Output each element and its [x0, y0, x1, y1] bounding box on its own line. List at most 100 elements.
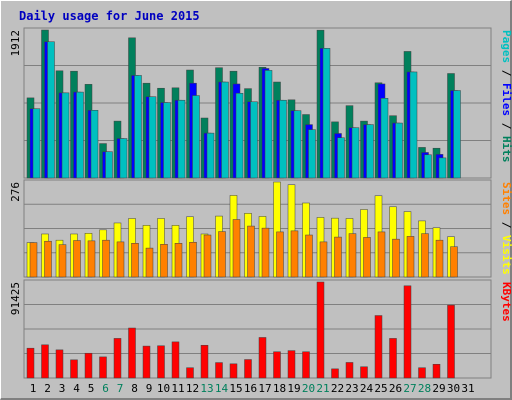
- bar-kbytes-day-14: [215, 362, 223, 379]
- bar-pages-day-24: [366, 124, 374, 179]
- bar-kbytes-day-4: [70, 359, 78, 379]
- bar-kbytes-day-5: [84, 352, 93, 379]
- bar-kbytes-day-25: [374, 315, 383, 379]
- bar-kbytes-day-16: [244, 359, 252, 379]
- bar-sites-day-13: [203, 234, 212, 278]
- bar-sites-day-16: [247, 225, 255, 278]
- chart-panels: 1912 Pages / Files / Hits 276 Sites / Visit…: [9, 27, 512, 379]
- x-tick-label-10: 10: [157, 382, 170, 395]
- bar-kbytes-day-19: [287, 350, 296, 379]
- bar-kbytes-day-13: [200, 344, 209, 379]
- bar-sites-day-10: [160, 244, 168, 278]
- bar-pages-day-10: [163, 102, 171, 179]
- bar-kbytes-day-17: [258, 337, 267, 379]
- bar-pages-day-15: [235, 92, 244, 179]
- bar-pages-day-18: [279, 99, 287, 179]
- bar-pages-day-26: [395, 122, 403, 179]
- bar-sites-day-7: [116, 241, 125, 278]
- x-tick-label-4: 4: [73, 382, 80, 395]
- bar-sites-day-22: [334, 236, 342, 278]
- bar-sites-day-23: [348, 233, 357, 278]
- bar-pages-day-7: [119, 138, 128, 179]
- x-tick-label-17: 17: [258, 382, 271, 395]
- bar-kbytes-day-28: [418, 367, 426, 379]
- x-tick-label-1: 1: [30, 382, 37, 395]
- bar-sites-day-24: [363, 237, 371, 278]
- x-tick-label-24: 24: [360, 382, 374, 395]
- y-max-label: 91425: [9, 282, 22, 315]
- right-axis-label-part: /: [500, 63, 512, 83]
- bar-pages-day-21: [322, 48, 331, 179]
- x-tick-label-27: 27: [403, 382, 416, 395]
- x-tick-label-5: 5: [88, 382, 95, 395]
- bar-kbytes-day-1: [26, 347, 35, 379]
- right-axis-label: KBytes: [500, 282, 512, 322]
- bar-pages-day-17: [264, 70, 273, 179]
- bar-sites-day-14: [218, 231, 226, 278]
- bar-pages-day-27: [409, 71, 418, 179]
- bar-pages-day-6: [105, 151, 113, 179]
- bar-kbytes-day-9: [142, 345, 151, 379]
- bar-sites-day-11: [174, 243, 183, 278]
- bar-pages-day-11: [177, 99, 186, 179]
- bar-pages-day-23: [351, 127, 360, 179]
- bar-sites-day-28: [421, 233, 429, 278]
- bar-kbytes-day-21: [316, 281, 325, 379]
- bar-pages-day-5: [90, 110, 99, 179]
- bar-pages-day-16: [250, 101, 258, 179]
- x-tick-label-3: 3: [59, 382, 66, 395]
- bar-pages-day-25: [380, 98, 389, 179]
- bar-pages-day-30: [453, 90, 461, 179]
- bar-pages-day-8: [134, 75, 142, 179]
- x-tick-label-6: 6: [102, 382, 109, 395]
- x-tick-label-19: 19: [287, 382, 300, 395]
- x-tick-label-23: 23: [345, 382, 358, 395]
- bar-sites-day-9: [145, 247, 154, 278]
- bar-sites-day-1: [29, 242, 38, 278]
- chart-title: Daily usage for June 2015: [19, 9, 200, 23]
- panel-hits-files-pages: 1912 Pages / Files / Hits: [9, 27, 512, 179]
- bar-sites-day-18: [276, 231, 284, 278]
- bar-kbytes-day-23: [345, 362, 354, 379]
- right-axis-label: Sites / Visits: [500, 182, 512, 275]
- right-axis-label-part: Sites: [500, 182, 512, 215]
- x-tick-label-9: 9: [146, 382, 153, 395]
- x-tick-label-13: 13: [200, 382, 213, 395]
- bar-kbytes-day-2: [41, 344, 49, 379]
- bar-sites-day-2: [44, 240, 52, 278]
- bar-kbytes-day-10: [157, 345, 165, 379]
- x-tick-label-20: 20: [302, 382, 315, 395]
- bar-pages-day-28: [424, 154, 432, 179]
- x-tick-label-11: 11: [171, 382, 184, 395]
- x-tick-label-25: 25: [374, 382, 387, 395]
- bar-kbytes-day-11: [171, 341, 180, 379]
- bar-sites-day-19: [290, 230, 299, 278]
- right-axis-label-part: KBytes: [500, 282, 512, 322]
- bar-kbytes-day-12: [186, 367, 194, 379]
- bar-kbytes-day-29: [432, 363, 441, 379]
- bar-sites-day-8: [131, 243, 139, 278]
- x-tick-label-7: 7: [117, 382, 124, 395]
- bar-kbytes-day-26: [389, 338, 397, 379]
- bar-sites-day-15: [232, 219, 241, 278]
- bar-sites-day-12: [189, 241, 197, 278]
- bar-sites-day-3: [58, 244, 67, 278]
- bar-kbytes-day-24: [360, 366, 368, 379]
- x-tick-label-2: 2: [44, 382, 51, 395]
- x-tick-label-15: 15: [229, 382, 242, 395]
- x-tick-label-31: 31: [461, 382, 474, 395]
- bar-kbytes-day-6: [99, 356, 107, 379]
- bar-sites-day-27: [406, 236, 415, 278]
- x-tick-label-30: 30: [447, 382, 460, 395]
- bar-pages-day-1: [32, 108, 41, 179]
- series-sites: [29, 219, 458, 278]
- y-max-label: 1912: [9, 30, 22, 57]
- right-axis-label-part: /: [500, 215, 512, 235]
- right-axis-label-part: Pages: [500, 30, 512, 63]
- x-tick-label-26: 26: [389, 382, 402, 395]
- bar-pages-day-29: [438, 157, 447, 179]
- bar-pages-day-13: [206, 132, 215, 179]
- bar-sites-day-17: [261, 227, 270, 278]
- bar-kbytes-day-3: [55, 349, 64, 379]
